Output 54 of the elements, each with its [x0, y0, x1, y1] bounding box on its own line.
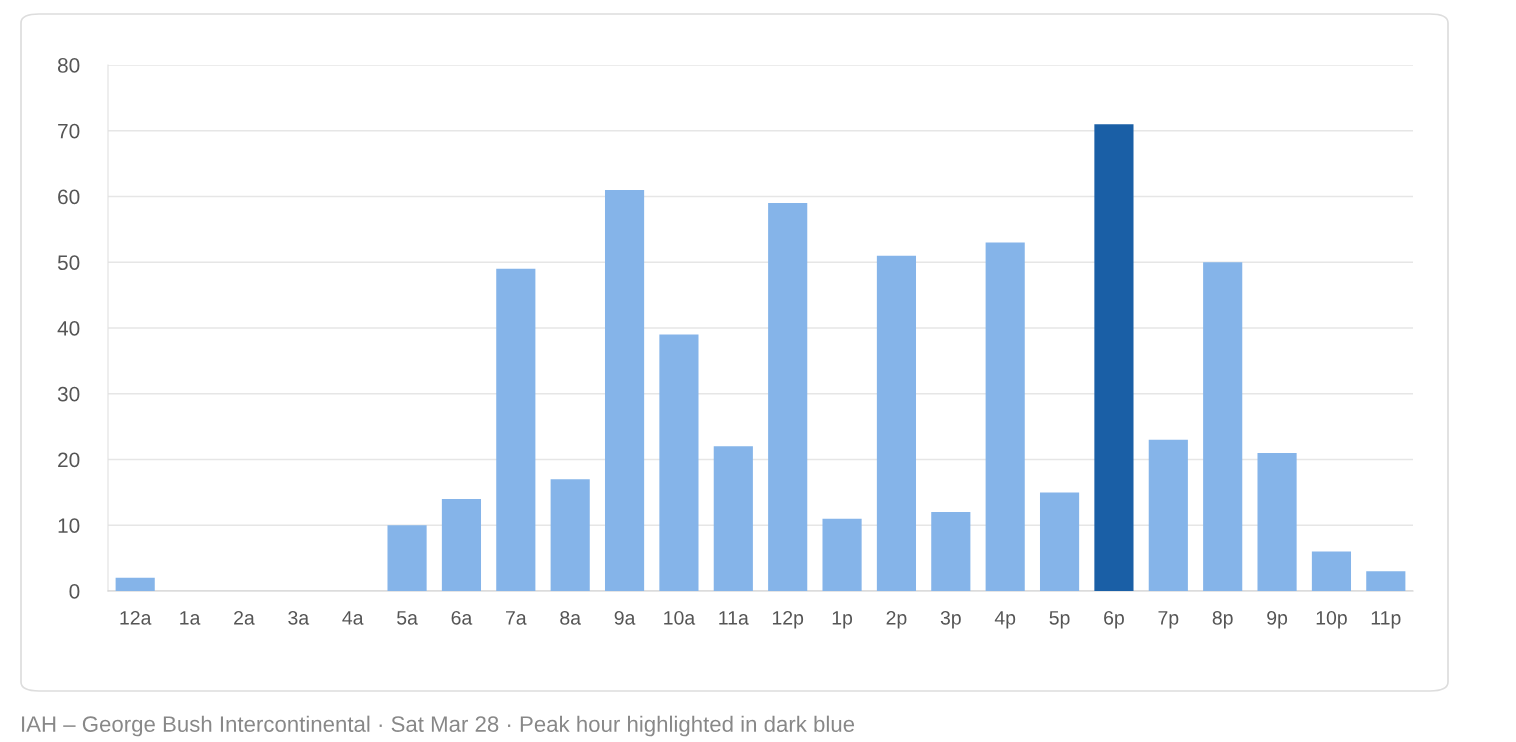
- y-tick-label: 30: [57, 386, 80, 402]
- x-tick-label: 10a: [664, 610, 696, 625]
- x-tick-label: 6a: [451, 610, 473, 625]
- x-tick-label: 1a: [180, 611, 201, 625]
- y-tick-label: 10: [58, 518, 80, 533]
- bar: [550, 479, 590, 591]
- x-tick-label: 11a: [719, 611, 749, 625]
- bar: [659, 334, 699, 591]
- text: IAH – George Bush Intercontinental · Sat Mar 28 · Peak hour highlighted in dark blue: [22, 715, 855, 737]
- bar: [1203, 262, 1243, 591]
- bar: [985, 242, 1025, 591]
- x-tick-label: 3p: [940, 610, 961, 629]
- x-tick-label: 3a: [288, 610, 310, 625]
- bar: [604, 189, 645, 591]
- x-tick-label: 5a: [397, 611, 418, 625]
- bar: [115, 577, 155, 591]
- y-tick-label: 50: [57, 255, 80, 270]
- bar: [931, 512, 971, 591]
- y-tick-label: 20: [58, 452, 80, 468]
- y-tick-label: 70: [58, 123, 80, 139]
- y-tick-label: 60: [58, 189, 80, 205]
- bar: [1311, 551, 1352, 591]
- x-tick-label: 9a: [614, 610, 636, 625]
- x-tick-label: 2a: [234, 610, 255, 625]
- x-tick-label: 12a: [120, 610, 152, 625]
- x-tick-label: 4p: [994, 611, 1016, 629]
- bar: [1366, 571, 1406, 591]
- bar: [768, 203, 808, 591]
- x-tick-label: 4a: [342, 611, 364, 625]
- bar: [876, 255, 917, 591]
- x-tick-label: 5p: [1049, 611, 1070, 629]
- x-tick-label: 1p: [832, 611, 853, 629]
- bar: [713, 446, 753, 591]
- bar: [496, 268, 536, 591]
- y-tick-label: 80: [57, 58, 80, 73]
- bar: [1257, 452, 1297, 591]
- x-tick-label: 2p: [886, 610, 907, 629]
- y-tick-label: 0: [69, 584, 80, 599]
- bar: [822, 518, 862, 591]
- bar: [387, 525, 427, 591]
- x-tick-label: 7a: [506, 611, 527, 625]
- bar: [441, 498, 482, 591]
- x-tick-label: 11p: [1371, 611, 1401, 629]
- x-tick-label: 9p: [1267, 610, 1288, 629]
- x-tick-label: 6p: [1104, 610, 1124, 629]
- x-tick-label: 8a: [560, 610, 581, 625]
- x-tick-label: 7p: [1158, 611, 1179, 629]
- y-tick-label: 40: [57, 321, 80, 336]
- x-tick-label: 10p: [1316, 610, 1347, 629]
- bar: [1039, 492, 1080, 591]
- x-tick-label: 12p: [772, 610, 804, 629]
- bar: [1094, 124, 1134, 591]
- bar: [1148, 439, 1188, 591]
- x-tick-label: 8p: [1212, 610, 1233, 629]
